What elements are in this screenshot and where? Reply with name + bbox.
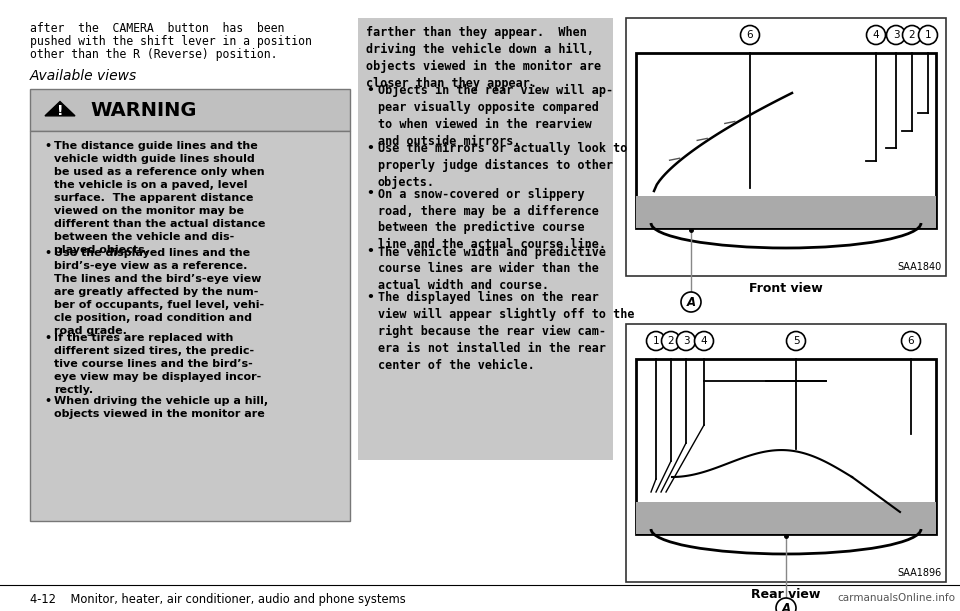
- Bar: [636, 53, 936, 228]
- Text: If the tires are replaced with
different sized tires, the predic-
tive course li: If the tires are replaced with different…: [54, 333, 261, 395]
- Polygon shape: [45, 101, 75, 116]
- Text: •: •: [44, 248, 51, 258]
- Text: 3: 3: [683, 336, 689, 346]
- Text: 5: 5: [793, 336, 800, 346]
- Circle shape: [886, 26, 905, 45]
- Text: The displayed lines on the rear
view will appear slightly off to the
right becau: The displayed lines on the rear view wil…: [378, 291, 635, 371]
- Text: SAA1896: SAA1896: [898, 568, 942, 578]
- Text: •: •: [366, 188, 373, 200]
- Text: 4: 4: [701, 336, 708, 346]
- Text: When driving the vehicle up a hill,
objects viewed in the monitor are: When driving the vehicle up a hill, obje…: [54, 396, 268, 419]
- Text: On a snow-covered or slippery
road, there may be a difference
between the predic: On a snow-covered or slippery road, ther…: [378, 188, 606, 251]
- Text: 2: 2: [909, 30, 915, 40]
- Circle shape: [776, 598, 796, 611]
- Circle shape: [681, 292, 701, 312]
- Text: 6: 6: [908, 336, 914, 346]
- Circle shape: [694, 332, 713, 351]
- Text: Objects in the rear view will ap-
pear visually opposite compared
to when viewed: Objects in the rear view will ap- pear v…: [378, 84, 613, 148]
- Bar: [626, 18, 946, 276]
- Text: •: •: [366, 84, 373, 97]
- Bar: [626, 324, 946, 582]
- Text: •: •: [44, 141, 51, 151]
- Circle shape: [919, 26, 938, 45]
- Text: other than the R (Reverse) position.: other than the R (Reverse) position.: [30, 48, 277, 61]
- Circle shape: [646, 332, 665, 351]
- Circle shape: [901, 332, 921, 351]
- Text: pushed with the shift lever in a position: pushed with the shift lever in a positio…: [30, 35, 312, 48]
- Circle shape: [740, 26, 759, 45]
- Text: !: !: [57, 104, 63, 118]
- Text: farther than they appear.  When
driving the vehicle down a hill,
objects viewed : farther than they appear. When driving t…: [366, 26, 601, 90]
- Text: A: A: [686, 296, 696, 309]
- Text: 6: 6: [747, 30, 754, 40]
- Text: 2: 2: [668, 336, 674, 346]
- Text: WARNING: WARNING: [90, 100, 197, 120]
- Text: The vehicle width and predictive
course lines are wider than the
actual width an: The vehicle width and predictive course …: [378, 246, 606, 292]
- Text: Front view: Front view: [749, 282, 823, 295]
- Circle shape: [867, 26, 885, 45]
- Bar: [636, 196, 936, 228]
- Circle shape: [786, 332, 805, 351]
- Text: The distance guide lines and the
vehicle width guide lines should
be used as a r: The distance guide lines and the vehicle…: [54, 141, 265, 255]
- Text: •: •: [44, 333, 51, 343]
- Circle shape: [902, 26, 922, 45]
- Text: 3: 3: [893, 30, 900, 40]
- Text: carmanualsOnline.info: carmanualsOnline.info: [837, 593, 955, 603]
- Text: A: A: [781, 601, 791, 611]
- Text: Use the mirrors or actually look to
properly judge distances to other
objects.: Use the mirrors or actually look to prop…: [378, 142, 628, 189]
- Text: Rear view: Rear view: [752, 588, 821, 601]
- Bar: [636, 502, 936, 534]
- Text: 1: 1: [924, 30, 931, 40]
- Bar: [636, 359, 936, 534]
- Circle shape: [677, 332, 695, 351]
- Bar: [358, 18, 613, 460]
- Text: 4: 4: [873, 30, 879, 40]
- Text: •: •: [366, 246, 373, 258]
- Text: Use the displayed lines and the
bird’s-eye view as a reference.
The lines and th: Use the displayed lines and the bird’s-e…: [54, 248, 264, 336]
- Text: •: •: [366, 291, 373, 304]
- Bar: [30, 89, 350, 131]
- Text: Available views: Available views: [30, 69, 137, 83]
- Text: 1: 1: [653, 336, 660, 346]
- Bar: [30, 131, 350, 521]
- Text: •: •: [366, 142, 373, 155]
- Text: 4-12    Monitor, heater, air conditioner, audio and phone systems: 4-12 Monitor, heater, air conditioner, a…: [30, 593, 406, 606]
- Text: after  the  CAMERA  button  has  been: after the CAMERA button has been: [30, 22, 284, 35]
- Text: •: •: [44, 396, 51, 406]
- Circle shape: [661, 332, 681, 351]
- Text: SAA1840: SAA1840: [898, 262, 942, 272]
